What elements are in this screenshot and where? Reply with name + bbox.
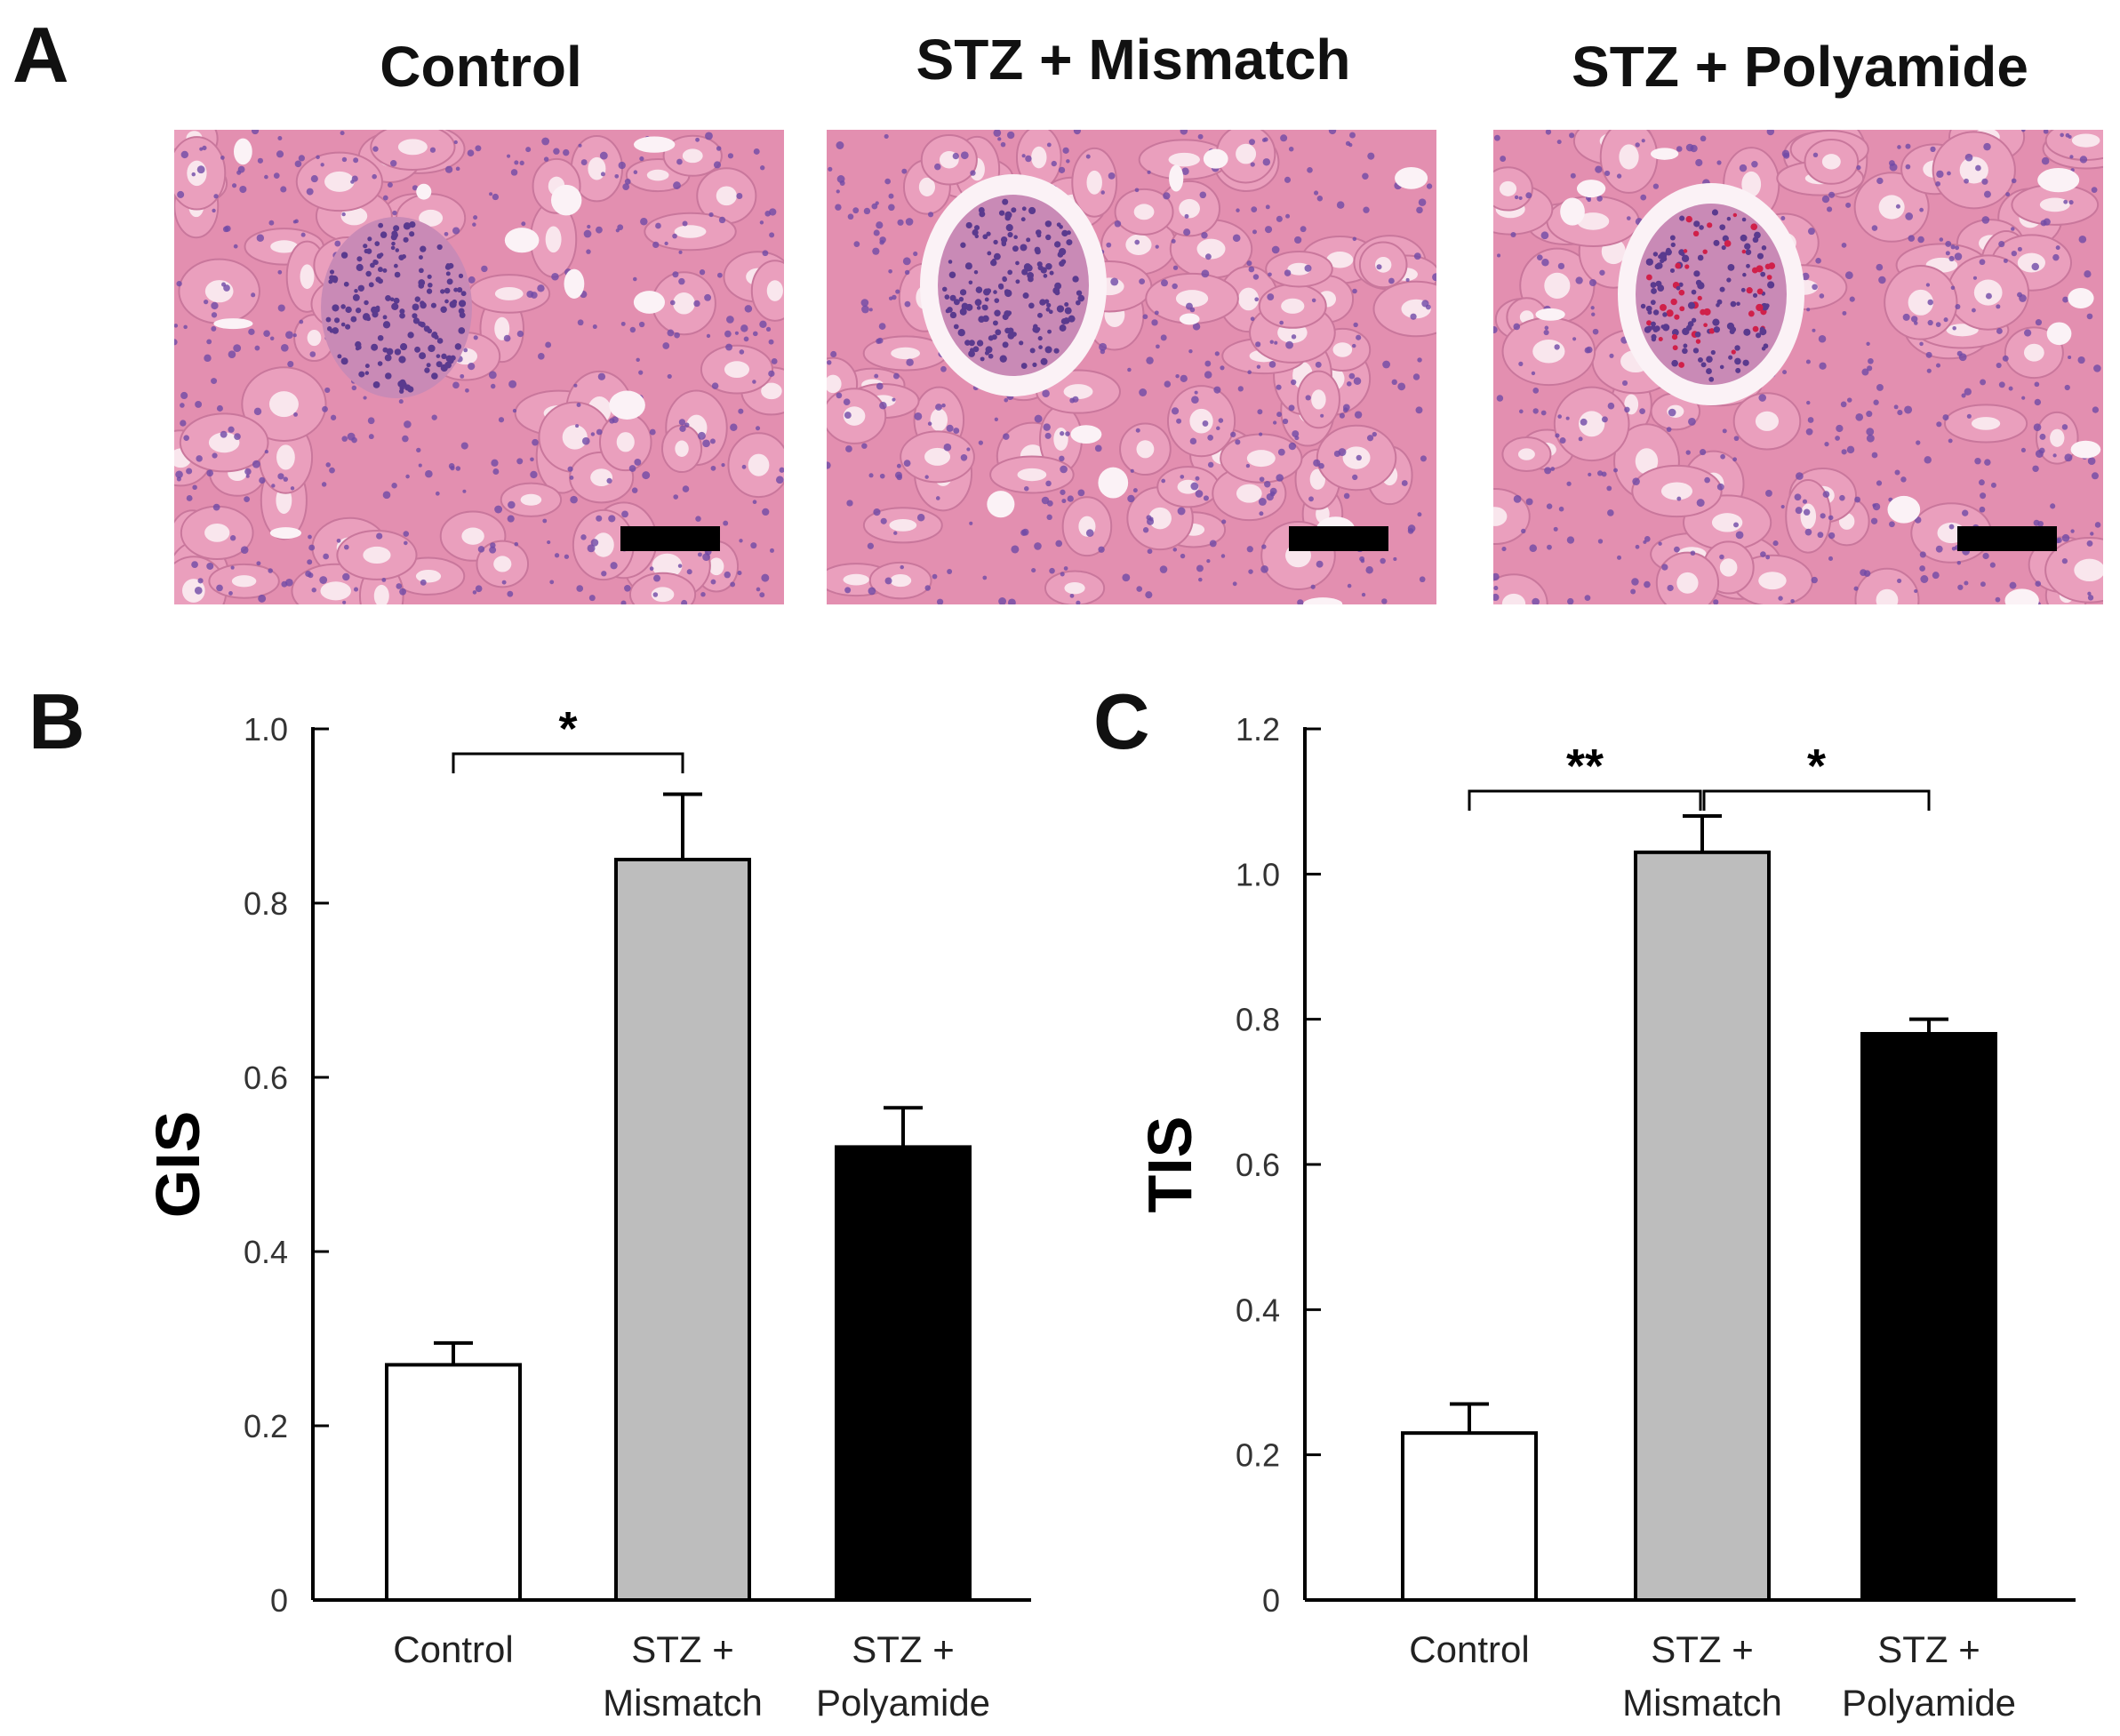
glomerulus [321,217,472,398]
category-label: STZ + [852,1628,955,1670]
y-tick-label: 0.2 [244,1408,288,1444]
y-tick-label: 0.4 [1236,1292,1280,1328]
bar [614,858,751,1602]
category-label: STZ + [631,1628,734,1670]
y-tick-label: 0 [1262,1582,1280,1619]
panel-letter-b: B [28,677,85,765]
micrograph-stz-mismatch [827,130,1436,604]
panel-letter-a: A [12,11,69,99]
bar [835,1145,972,1603]
bar [1860,1032,1997,1602]
scale-bar [1957,526,2057,551]
bar [1401,1431,1538,1602]
micro-title-stz-mismatch: STZ + Mismatch [916,28,1351,92]
y-tick-label: 1.2 [1236,711,1280,748]
glomerulus [920,174,1107,396]
category-label: Control [1409,1628,1529,1670]
category-label: Mismatch [603,1682,763,1724]
category-label: Polyamide [1842,1682,2016,1724]
category-label: STZ + [1651,1628,1754,1670]
bar-chart-gis: 0 0.2 0.4 0.6 0.8 1.0 GIS Control STZ + Mismatch S… [143,702,1031,1724]
tubules [174,130,784,604]
y-tick-label: 1.0 [244,711,288,748]
y-tick-label: 0.8 [244,885,288,922]
y-tick-label: 0.6 [244,1060,288,1096]
significance-marker: * [558,702,577,756]
bar-chart-tis: 0 0.2 0.4 0.6 0.8 1.0 1.2 TIS Control STZ + Mismat… [1135,711,2076,1724]
category-label: STZ + [1877,1628,1980,1670]
significance-bracket [1702,789,1931,811]
nuclei [1493,130,2101,604]
y-tick-label: 0.8 [1236,1002,1280,1038]
panel-letter-c: C [1093,677,1150,765]
y-tick-label: 0.2 [1236,1437,1280,1474]
micro-title-control: Control [380,35,582,99]
micro-title-stz-polyamide: STZ + Polyamide [1572,35,2028,99]
micrograph-control [174,130,784,604]
category-label: Control [393,1628,513,1670]
y-axis-label: TIS [1135,1116,1204,1213]
micrograph-stz-polyamide [1493,130,2103,604]
y-tick-label: 0.6 [1236,1147,1280,1183]
significance-bracket [1468,789,1702,811]
category-label: Mismatch [1622,1682,1782,1724]
y-tick-label: 1.0 [1236,856,1280,892]
bar [385,1363,522,1603]
category-label: Polyamide [816,1682,990,1724]
y-axis-label: GIS [143,1111,212,1219]
significance-bracket [452,752,684,773]
scale-bar [1289,526,1388,551]
significance-marker: * [1807,740,1826,793]
y-tick-label: 0 [270,1582,288,1619]
significance-marker: ** [1566,740,1604,793]
scale-bar [620,526,720,551]
y-tick-label: 0.4 [244,1234,288,1270]
glomerulus [1618,183,1804,405]
bar [1634,850,1771,1602]
